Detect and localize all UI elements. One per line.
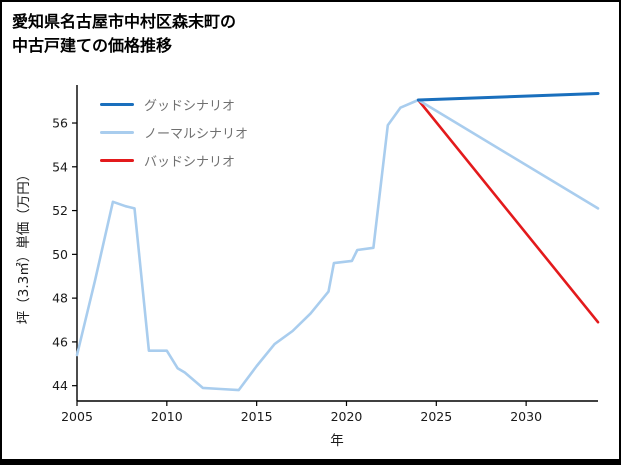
chart-title-line2: 中古戸建ての価格推移 <box>12 36 173 55</box>
chart-title-line1: 愛知県名古屋市中村区森末町の <box>12 12 237 31</box>
y-tick-label: 44 <box>52 378 68 393</box>
x-tick-label: 2015 <box>241 409 273 424</box>
legend-swatch-bad <box>100 158 134 162</box>
x-axis-label: 年 <box>330 433 344 449</box>
y-tick-label: 50 <box>52 247 68 262</box>
y-tick-label: 48 <box>52 291 68 306</box>
x-tick-label: 2005 <box>61 409 93 424</box>
legend: グッドシナリオ ノーマルシナリオ バッドシナリオ <box>100 90 248 174</box>
legend-swatch-good <box>100 102 134 106</box>
x-tick-label: 2010 <box>151 409 183 424</box>
legend-label-good: グッドシナリオ <box>144 98 236 114</box>
legend-item-normal: ノーマルシナリオ <box>100 118 248 146</box>
legend-item-bad: バッドシナリオ <box>100 146 248 174</box>
series-line-good <box>416 92 600 102</box>
x-tick-label: 2030 <box>510 409 542 424</box>
y-axis-label: 坪（3.3㎡）単価（万円） <box>16 168 32 324</box>
legend-swatch-normal <box>100 130 134 134</box>
y-tick-label: 46 <box>52 334 68 349</box>
legend-label-bad: バッドシナリオ <box>144 154 236 170</box>
series-line-normal <box>416 98 600 210</box>
legend-label-normal: ノーマルシナリオ <box>144 126 249 142</box>
y-tick-label: 54 <box>52 159 68 174</box>
x-tick-label: 2020 <box>331 409 363 424</box>
chart-title: 愛知県名古屋市中村区森末町の 中古戸建ての価格推移 <box>12 10 236 58</box>
y-tick-label: 56 <box>52 116 68 131</box>
x-tick-label: 2025 <box>420 409 452 424</box>
series-line-history <box>75 98 420 392</box>
series-line-bad <box>416 98 600 324</box>
y-tick-label: 52 <box>52 203 68 218</box>
legend-item-good: グッドシナリオ <box>100 90 248 118</box>
